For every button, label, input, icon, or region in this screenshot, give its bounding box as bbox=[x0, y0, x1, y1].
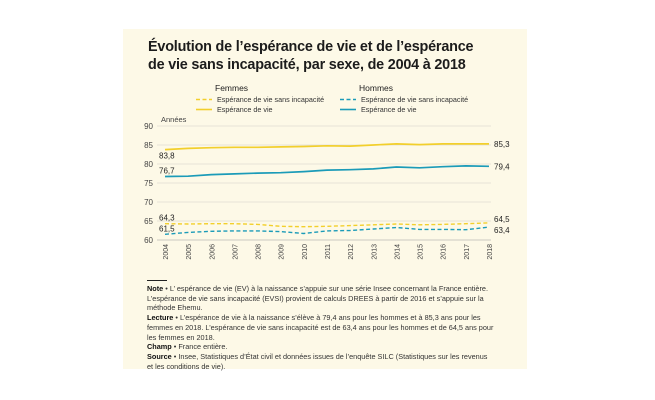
series-line-m-evsi bbox=[164, 226, 490, 235]
series-line-m-ev bbox=[164, 165, 490, 178]
legend-label-m-ev: Espérance de vie bbox=[361, 105, 417, 114]
y-axis-label: Années bbox=[161, 115, 187, 124]
x-axis: 2004 2005 2006 2007 2008 2009 2010 2011 2012 2013… bbox=[163, 244, 494, 260]
x-tick-label: 2016 bbox=[441, 244, 448, 260]
line-chart: Femmes Hommes Espérance de vie sans inca… bbox=[144, 83, 510, 260]
x-tick-label: 2012 bbox=[348, 244, 355, 260]
legend-label-f-ev: Espérance de vie bbox=[217, 105, 273, 114]
data-labels: 64,3 83,8 61,5 76,7 85,3 79,4 64,5 63,4 bbox=[159, 140, 510, 235]
x-tick-label: 2007 bbox=[232, 244, 239, 260]
data-label-m-ev: 76,7 bbox=[159, 167, 175, 176]
legend-header-men: Hommes bbox=[359, 83, 393, 93]
data-label-f-ev: 85,3 bbox=[494, 140, 510, 149]
legend-header-women: Femmes bbox=[215, 83, 248, 93]
y-tick-label: 65 bbox=[144, 217, 153, 226]
note-paragraph: Note • L’ espérance de vie (EV) à la nai… bbox=[147, 284, 488, 313]
y-tick-label: 85 bbox=[144, 141, 153, 150]
data-label-f-evsi: 64,5 bbox=[494, 215, 510, 224]
champ-paragraph: Champ • France entière. bbox=[147, 342, 228, 352]
y-tick-label: 70 bbox=[144, 198, 153, 207]
y-tick-label: 75 bbox=[144, 179, 153, 188]
data-label-m-evsi: 61,5 bbox=[159, 224, 175, 233]
data-label-m-evsi: 63,4 bbox=[494, 226, 510, 235]
series-line-f-ev bbox=[164, 143, 489, 151]
notes-block: Note • L’ espérance de vie (EV) à la nai… bbox=[147, 280, 495, 371]
notes-divider bbox=[147, 280, 167, 281]
chart-title: Évolution de l’espérance de vie et de l’… bbox=[148, 39, 474, 73]
x-tick-label: 2010 bbox=[302, 244, 309, 260]
x-tick-label: 2013 bbox=[371, 244, 378, 260]
data-label-f-evsi: 64,3 bbox=[159, 214, 175, 223]
series-line-f-evsi bbox=[164, 222, 490, 228]
figure-panel bbox=[123, 29, 527, 369]
x-tick-label: 2018 bbox=[487, 244, 494, 260]
series-group bbox=[164, 143, 490, 235]
y-tick-label: 60 bbox=[144, 236, 153, 245]
x-tick-label: 2008 bbox=[256, 244, 263, 260]
data-label-f-ev: 83,8 bbox=[159, 152, 175, 161]
x-tick-label: 2014 bbox=[394, 244, 401, 260]
y-tick-label: 80 bbox=[144, 160, 153, 169]
legend-label-f-evsi: Espérance de vie sans incapacité bbox=[217, 95, 324, 104]
x-tick-label: 2015 bbox=[418, 244, 425, 260]
legend-label-m-evsi: Espérance de vie sans incapacité bbox=[361, 95, 468, 104]
source-paragraph: Source • Insee, Statistiques d’État civi… bbox=[147, 351, 488, 371]
x-tick-label: 2004 bbox=[163, 244, 170, 260]
x-tick-label: 2017 bbox=[464, 244, 471, 260]
x-tick-label: 2009 bbox=[279, 244, 286, 260]
lecture-paragraph: Lecture • L’espérance de vie à la naissa… bbox=[147, 313, 494, 342]
x-tick-label: 2011 bbox=[325, 244, 332, 259]
grid bbox=[157, 125, 491, 241]
y-axis: Années 60 65 70 75 80 85 90 bbox=[144, 115, 187, 245]
x-tick-label: 2005 bbox=[186, 244, 193, 260]
x-tick-label: 2006 bbox=[209, 244, 216, 260]
legend: Femmes Hommes Espérance de vie sans inca… bbox=[196, 83, 468, 114]
y-tick-label: 90 bbox=[144, 122, 153, 131]
data-label-m-ev: 79,4 bbox=[494, 162, 510, 171]
